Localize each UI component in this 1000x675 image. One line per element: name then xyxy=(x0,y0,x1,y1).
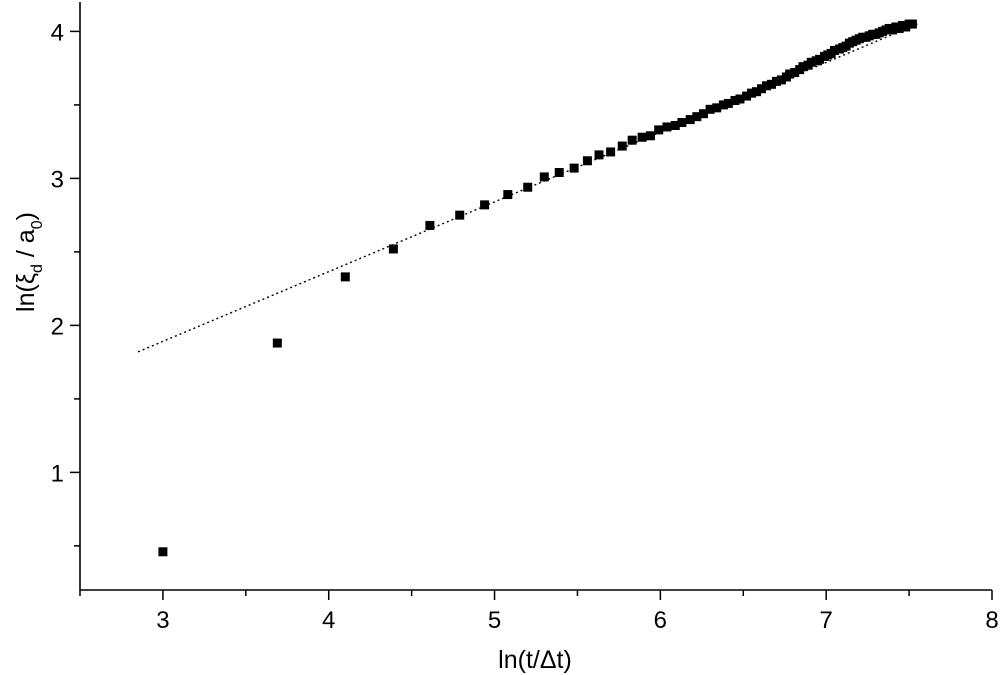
fit-line xyxy=(137,23,918,353)
y-axis-title-sub-0: 0 xyxy=(29,220,46,229)
data-point xyxy=(523,182,533,192)
data-point xyxy=(757,84,767,94)
x-tick-label: 6 xyxy=(654,607,667,634)
data-point xyxy=(627,135,637,145)
x-tick-label: 5 xyxy=(488,607,501,634)
data-point xyxy=(723,98,733,108)
data-point xyxy=(158,547,168,557)
data-point xyxy=(662,122,672,132)
data-point xyxy=(705,104,715,114)
y-axis-title-mid: / a xyxy=(12,229,40,264)
y-axis-title-base: ln(ξ xyxy=(12,273,40,312)
data-point xyxy=(606,147,616,157)
data-point xyxy=(752,87,762,97)
x-tick-label: 3 xyxy=(156,607,169,634)
data-point xyxy=(761,81,771,91)
y-axis-title-sub-d: d xyxy=(29,264,46,273)
data-point xyxy=(272,338,282,348)
data-point xyxy=(645,131,655,141)
data-point xyxy=(503,190,513,200)
data-point xyxy=(654,125,664,135)
data-point xyxy=(771,76,781,86)
data-point xyxy=(718,100,728,110)
data-point xyxy=(539,172,549,182)
data-point xyxy=(594,150,604,160)
data-point xyxy=(685,115,695,125)
data-point xyxy=(455,210,465,220)
tick-labels-layer: 3 4 5 6 7 8 1 2 3 4 xyxy=(51,19,999,634)
data-point xyxy=(677,118,687,128)
data-point xyxy=(785,69,795,79)
data-point xyxy=(766,79,776,89)
data-point xyxy=(425,220,435,230)
y-tick-label: 1 xyxy=(51,460,64,487)
data-point xyxy=(730,95,740,105)
data-point xyxy=(712,103,722,113)
data-point xyxy=(815,54,825,64)
data-point xyxy=(735,94,745,104)
x-tick-label: 8 xyxy=(985,607,998,634)
data-point xyxy=(617,141,627,151)
data-point xyxy=(692,112,702,122)
y-axis-title-end: ) xyxy=(12,212,40,220)
data-point xyxy=(776,75,786,85)
data-point xyxy=(742,91,752,101)
y-tick-label: 2 xyxy=(51,313,64,340)
data-point xyxy=(829,46,839,56)
data-point xyxy=(698,109,708,119)
y-axis-title: ln(ξd / a0) xyxy=(12,212,46,312)
data-point xyxy=(806,57,816,67)
data-point xyxy=(907,19,917,29)
y-tick-label: 3 xyxy=(51,166,64,193)
data-point xyxy=(747,88,757,98)
y-tick-label: 4 xyxy=(51,19,64,46)
data-points-layer xyxy=(158,19,917,557)
data-point xyxy=(790,68,800,78)
data-point xyxy=(554,168,564,178)
axes-layer xyxy=(70,2,993,600)
data-point xyxy=(388,244,398,254)
fit-line-layer xyxy=(137,23,918,353)
x-tick-label: 4 xyxy=(322,607,335,634)
x-tick-label: 7 xyxy=(820,607,833,634)
data-point xyxy=(798,62,808,72)
data-point xyxy=(480,200,490,210)
data-point xyxy=(670,120,680,130)
data-point xyxy=(569,163,579,173)
data-point xyxy=(582,156,592,166)
x-axis-title: ln(t/Δt) xyxy=(498,646,572,674)
data-point xyxy=(637,132,647,142)
data-point xyxy=(340,272,350,282)
